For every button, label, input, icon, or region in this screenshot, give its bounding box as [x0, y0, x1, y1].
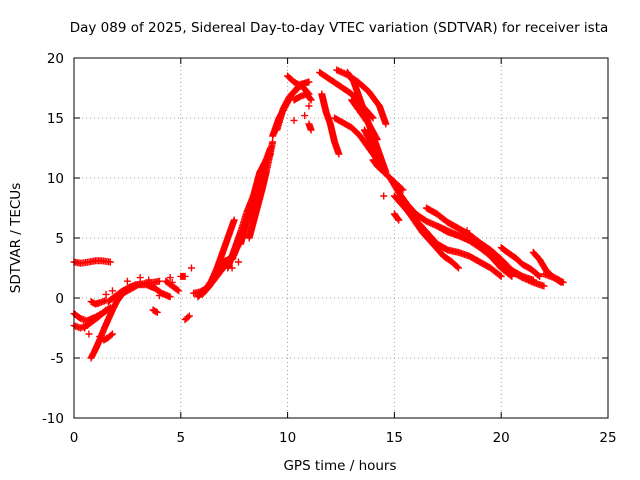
series-arc-11 [177, 272, 189, 280]
series-arc-40 [497, 244, 544, 280]
series-arc-9 [149, 306, 161, 316]
data-marks [540, 270, 567, 286]
series-arc-12 [181, 312, 193, 324]
y-tick-label: 15 [47, 111, 64, 127]
x-axis-label: GPS time / hours [283, 458, 396, 474]
grid [74, 58, 608, 418]
data-marks [87, 296, 110, 308]
series-arc-24 [305, 120, 315, 134]
data-marks [177, 272, 189, 280]
data-marks [119, 281, 174, 301]
data-marks [331, 114, 381, 164]
data-marks [369, 156, 407, 194]
x-tick-label: 10 [279, 430, 296, 446]
series-arc-19 [245, 138, 277, 242]
data-marks [360, 126, 386, 170]
x-tick-label: 5 [177, 430, 186, 446]
data-marks [465, 234, 537, 284]
ticks: 0 5 10 15 20 25 -10 -5 0 5 10 15 20 [42, 51, 617, 446]
series-scattered [81, 102, 471, 338]
data-marks [290, 90, 315, 104]
x-tick-label: 15 [386, 430, 403, 446]
x-tick-label: 20 [493, 430, 510, 446]
data-marks [390, 210, 403, 224]
data-marks [497, 244, 544, 280]
data-marks [162, 277, 183, 295]
series-arc-42 [540, 270, 567, 286]
series-arc-8 [119, 281, 174, 301]
data-marks [273, 84, 302, 134]
series-arc-31 [360, 126, 386, 170]
data-marks [70, 257, 114, 267]
data-series [70, 66, 567, 362]
series-arc-6 [96, 330, 116, 344]
chart-title: Day 089 of 2025, Sidereal Day-to-day VTE… [70, 20, 609, 36]
series-arc-36 [390, 210, 403, 224]
y-tick-label: -5 [51, 351, 64, 367]
series-arc-28 [331, 114, 381, 164]
data-marks [348, 96, 381, 144]
data-marks [96, 330, 116, 344]
data-marks [149, 306, 161, 316]
series-arc-5 [87, 296, 110, 308]
y-tick-label: 20 [47, 51, 64, 67]
data-marks [397, 198, 462, 272]
data-marks [245, 138, 277, 242]
series-arc-39 [465, 234, 537, 284]
series-arc-21 [273, 84, 302, 134]
y-tick-label: -10 [42, 411, 64, 427]
series-arc-1 [70, 257, 114, 267]
data-marks [181, 312, 193, 324]
y-tick-label: 5 [55, 231, 64, 247]
series-arc-30 [348, 96, 381, 144]
series-arc-32 [369, 156, 407, 194]
x-tick-label: 0 [70, 430, 79, 446]
data-marks [305, 120, 315, 134]
data-marks [318, 90, 343, 158]
y-axis-label: SDTVAR / TECUs [8, 183, 24, 293]
series-arc-23 [290, 90, 315, 104]
x-tick-label: 25 [599, 430, 616, 446]
y-tick-label: 0 [55, 291, 64, 307]
series-arc-26 [318, 90, 343, 158]
series-arc-35 [397, 198, 462, 272]
series-arc-10 [162, 277, 183, 295]
data-marks [81, 102, 471, 338]
y-tick-label: 10 [47, 171, 64, 187]
